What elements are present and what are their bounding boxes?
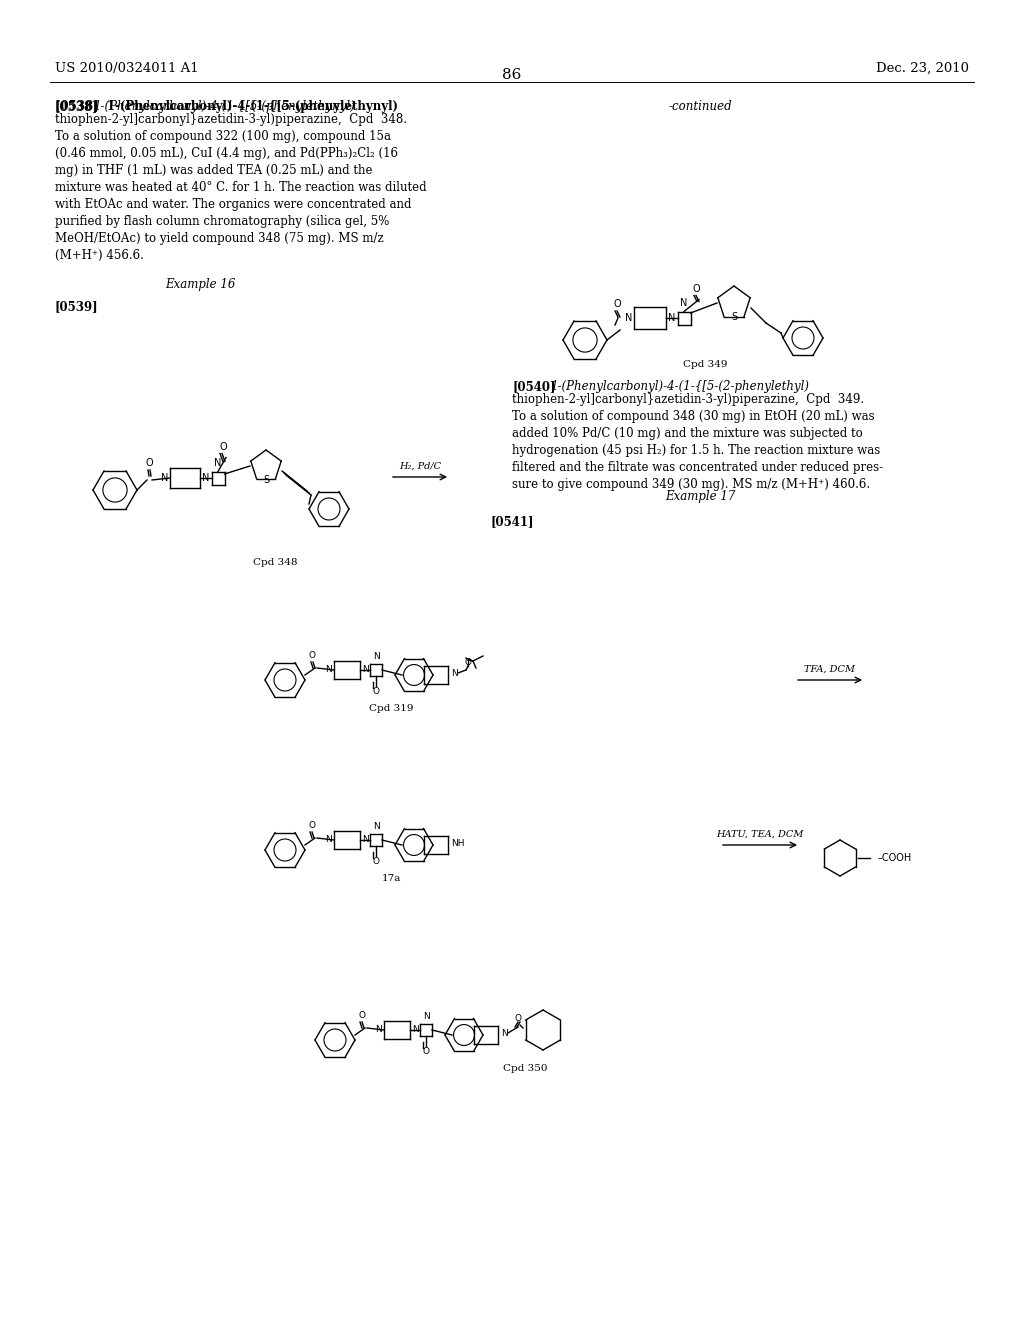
Text: Cpd 319: Cpd 319 (369, 704, 414, 713)
Text: TFA, DCM: TFA, DCM (805, 665, 855, 675)
Text: 86: 86 (503, 69, 521, 82)
Text: S: S (263, 475, 269, 484)
Text: N: N (326, 665, 332, 675)
Text: thiophen-2-yl]carbonyl}azetidin-3-yl)piperazine,  Cpd  348.
To a solution of com: thiophen-2-yl]carbonyl}azetidin-3-yl)pip… (55, 114, 427, 261)
Text: N: N (423, 1012, 429, 1020)
Text: [0540]: [0540] (512, 380, 555, 393)
Text: HATU, TEA, DCM: HATU, TEA, DCM (717, 830, 804, 840)
Text: O: O (308, 821, 315, 830)
Text: N: N (680, 298, 688, 309)
Text: N: N (373, 652, 379, 661)
Text: N: N (362, 665, 369, 675)
Text: N: N (161, 473, 168, 483)
Text: O: O (692, 284, 699, 293)
Text: –COOH: –COOH (878, 853, 912, 863)
Text: 1-(Phenylcarbonyl)-4-(1-{[5-(2-phenylethyl): 1-(Phenylcarbonyl)-4-(1-{[5-(2-phenyleth… (550, 380, 809, 393)
Text: O: O (373, 857, 380, 866)
Text: O: O (613, 300, 621, 309)
Text: Example 17: Example 17 (665, 490, 735, 503)
Text: Dec. 23, 2010: Dec. 23, 2010 (876, 62, 969, 75)
Text: [0541]: [0541] (490, 515, 534, 528)
Text: thiophen-2-yl]carbonyl}azetidin-3-yl)piperazine,  Cpd  349.
To a solution of com: thiophen-2-yl]carbonyl}azetidin-3-yl)pip… (512, 393, 883, 491)
Text: -continued: -continued (669, 100, 732, 114)
Text: [0539]: [0539] (55, 300, 98, 313)
Text: N: N (625, 313, 632, 323)
Text: US 2010/0324011 A1: US 2010/0324011 A1 (55, 62, 199, 75)
Text: N: N (501, 1028, 508, 1038)
Text: [0538]  1-(Phenylcarbonyl)-4-(1-{[5-(phenylethynyl): [0538] 1-(Phenylcarbonyl)-4-(1-{[5-(phen… (55, 100, 398, 114)
Text: N: N (373, 822, 379, 832)
Text: NH: NH (451, 838, 465, 847)
Text: Cpd 348: Cpd 348 (253, 558, 297, 568)
Text: N: N (202, 473, 209, 483)
Text: O: O (373, 686, 380, 696)
Text: Example 16: Example 16 (165, 279, 236, 290)
Text: O: O (423, 1047, 429, 1056)
Text: 17a: 17a (381, 874, 400, 883)
Text: O: O (465, 657, 471, 667)
Text: O: O (219, 441, 226, 451)
Text: N: N (326, 836, 332, 845)
Text: H₂, Pd/C: H₂, Pd/C (399, 462, 441, 471)
Text: 1-(Phenylcarbonyl)-4-(1-{[5-(phenylethynyl): 1-(Phenylcarbonyl)-4-(1-{[5-(phenylethyn… (93, 100, 354, 114)
Text: Cpd 349: Cpd 349 (683, 360, 727, 370)
Text: [0538]: [0538] (55, 100, 98, 114)
Text: O: O (145, 458, 153, 469)
Text: N: N (375, 1026, 382, 1035)
Text: O: O (514, 1014, 521, 1023)
Text: N: N (451, 668, 458, 677)
Text: S: S (731, 313, 737, 322)
Text: N: N (362, 836, 369, 845)
Text: N: N (668, 313, 676, 323)
Text: N: N (412, 1026, 419, 1035)
Text: O: O (358, 1011, 366, 1020)
Text: Cpd 350: Cpd 350 (503, 1064, 547, 1073)
Text: N: N (214, 458, 221, 469)
Text: O: O (308, 651, 315, 660)
